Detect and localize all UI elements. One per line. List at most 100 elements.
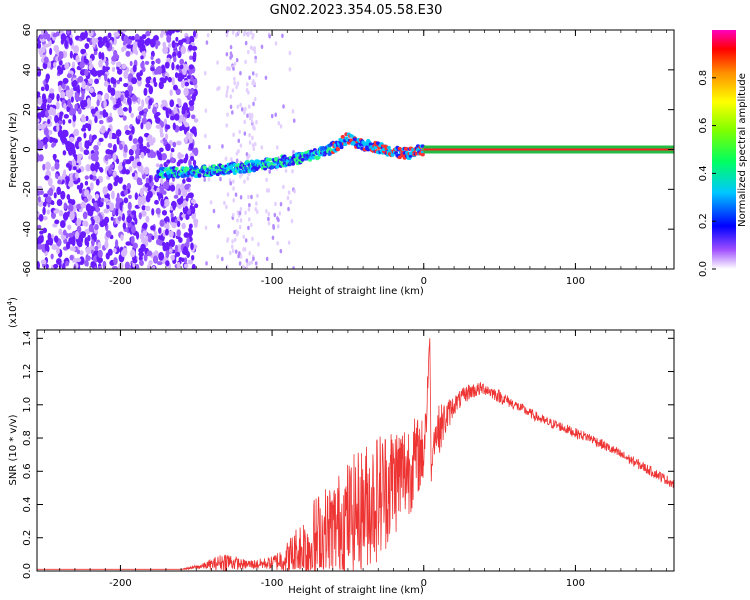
y-tick-label: 0.8 xyxy=(22,430,33,446)
noise-blob xyxy=(247,32,250,38)
noise-blob xyxy=(64,138,68,145)
noise-blob xyxy=(233,229,236,235)
noise-blob xyxy=(270,113,274,119)
y-tick-label: 0.6 xyxy=(22,463,33,479)
noise-blob xyxy=(255,72,258,78)
noise-blob xyxy=(128,194,132,199)
noise-blob xyxy=(254,55,257,61)
noise-blob xyxy=(159,147,164,153)
noise-blob xyxy=(127,201,132,211)
noise-blob xyxy=(121,213,126,222)
noise-blob xyxy=(234,32,238,38)
noise-blob xyxy=(233,76,236,81)
noise-blob xyxy=(55,101,60,110)
noise-blob xyxy=(45,195,52,204)
noise-blob xyxy=(155,66,159,75)
noise-blob xyxy=(254,58,257,64)
noise-blob xyxy=(126,39,133,45)
noise-blob xyxy=(61,82,66,90)
noise-blob xyxy=(252,101,255,107)
spectrogram-ylabel: Frequency (Hz) xyxy=(8,112,19,188)
noise-blob xyxy=(225,204,228,210)
noise-blob xyxy=(84,43,90,50)
noise-blob xyxy=(244,238,248,243)
noise-blob xyxy=(47,177,53,187)
noise-blob xyxy=(40,259,47,265)
noise-blob xyxy=(95,215,101,225)
noise-blob xyxy=(83,197,89,203)
noise-blob xyxy=(68,232,74,238)
noise-blob xyxy=(112,98,116,106)
noise-blob xyxy=(76,225,82,234)
noise-blob xyxy=(177,204,183,210)
noise-blob xyxy=(164,76,169,81)
noise-blob xyxy=(102,260,107,269)
noise-blob xyxy=(159,219,165,227)
noise-blob xyxy=(99,126,106,134)
noise-blob xyxy=(161,64,165,71)
noise-blob xyxy=(81,91,85,100)
noise-blob xyxy=(291,109,295,114)
noise-blob xyxy=(156,58,161,65)
noise-blob xyxy=(188,99,195,107)
noise-blob xyxy=(107,32,112,39)
noise-blob xyxy=(128,87,132,96)
noise-blob xyxy=(88,64,93,71)
noise-blob xyxy=(265,177,268,183)
noise-blob xyxy=(177,39,184,46)
noise-blob xyxy=(179,64,184,70)
noise-blob xyxy=(137,97,141,105)
noise-blob xyxy=(79,182,84,189)
noise-blob xyxy=(130,249,136,258)
noise-blob xyxy=(107,84,112,94)
noise-blob xyxy=(274,201,277,207)
noise-blob xyxy=(160,30,165,36)
ridge-blob xyxy=(263,166,268,171)
noise-blob xyxy=(238,210,242,216)
noise-blob xyxy=(91,198,95,204)
noise-blob xyxy=(168,239,175,244)
noise-blob xyxy=(112,78,117,85)
noise-blob xyxy=(42,136,49,143)
noise-blob xyxy=(97,39,104,49)
noise-blob xyxy=(131,94,137,102)
noise-blob xyxy=(148,139,155,146)
noise-blob xyxy=(254,206,258,212)
ridge-blob xyxy=(339,145,344,150)
noise-blob xyxy=(257,242,260,247)
noise-blob xyxy=(193,118,199,123)
noise-blob xyxy=(153,231,158,238)
noise-blob xyxy=(182,178,186,184)
noise-blob xyxy=(292,266,295,269)
noise-blob xyxy=(141,99,145,108)
noise-blob xyxy=(54,161,60,170)
noise-blob xyxy=(56,124,60,133)
noise-blob xyxy=(163,180,170,190)
noise-blob xyxy=(143,253,148,262)
noise-blob xyxy=(67,224,72,231)
noise-blob xyxy=(239,218,243,223)
noise-blob xyxy=(40,123,46,131)
noise-blob xyxy=(38,47,44,55)
noise-blob xyxy=(143,87,148,96)
noise-blob xyxy=(91,170,97,176)
ridge-blob xyxy=(363,141,368,146)
noise-blob xyxy=(226,112,229,117)
noise-blob xyxy=(182,116,187,125)
noise-blob xyxy=(79,61,85,69)
x-tick-label: 0 xyxy=(421,276,427,287)
noise-blob xyxy=(140,210,147,217)
noise-blob xyxy=(145,83,151,88)
snr-ylabel: SNR (10 * v/v) xyxy=(8,414,19,485)
noise-blob xyxy=(63,202,68,210)
noise-blob xyxy=(148,85,154,95)
noise-blob xyxy=(238,224,242,230)
noise-blob xyxy=(114,54,120,60)
noise-blob xyxy=(188,223,193,229)
noise-blob xyxy=(174,30,181,33)
colorbar-label: Normalized spectral amplitude xyxy=(737,73,748,227)
noise-blob xyxy=(98,137,104,142)
noise-blob xyxy=(248,115,252,121)
noise-blob xyxy=(58,209,64,217)
noise-blob xyxy=(150,225,156,231)
